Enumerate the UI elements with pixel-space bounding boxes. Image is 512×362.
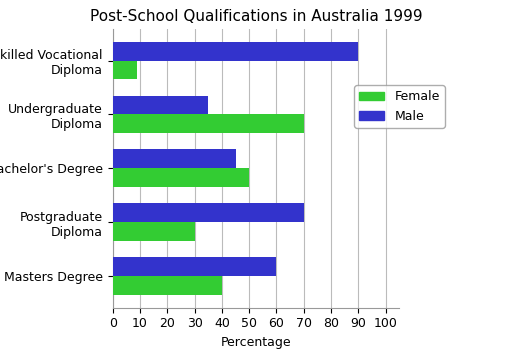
Bar xyxy=(113,60,137,79)
Bar xyxy=(113,42,358,60)
Bar xyxy=(113,168,249,187)
Title: Post-School Qualifications in Australia 1999: Post-School Qualifications in Australia … xyxy=(90,9,422,24)
Bar xyxy=(113,96,208,114)
Bar xyxy=(113,276,222,295)
Bar xyxy=(113,203,304,222)
Legend: Female, Male: Female, Male xyxy=(354,85,445,128)
Bar xyxy=(113,222,195,241)
X-axis label: Percentage: Percentage xyxy=(221,336,291,349)
Bar xyxy=(113,257,276,276)
Bar xyxy=(113,150,236,168)
Bar xyxy=(113,114,304,133)
